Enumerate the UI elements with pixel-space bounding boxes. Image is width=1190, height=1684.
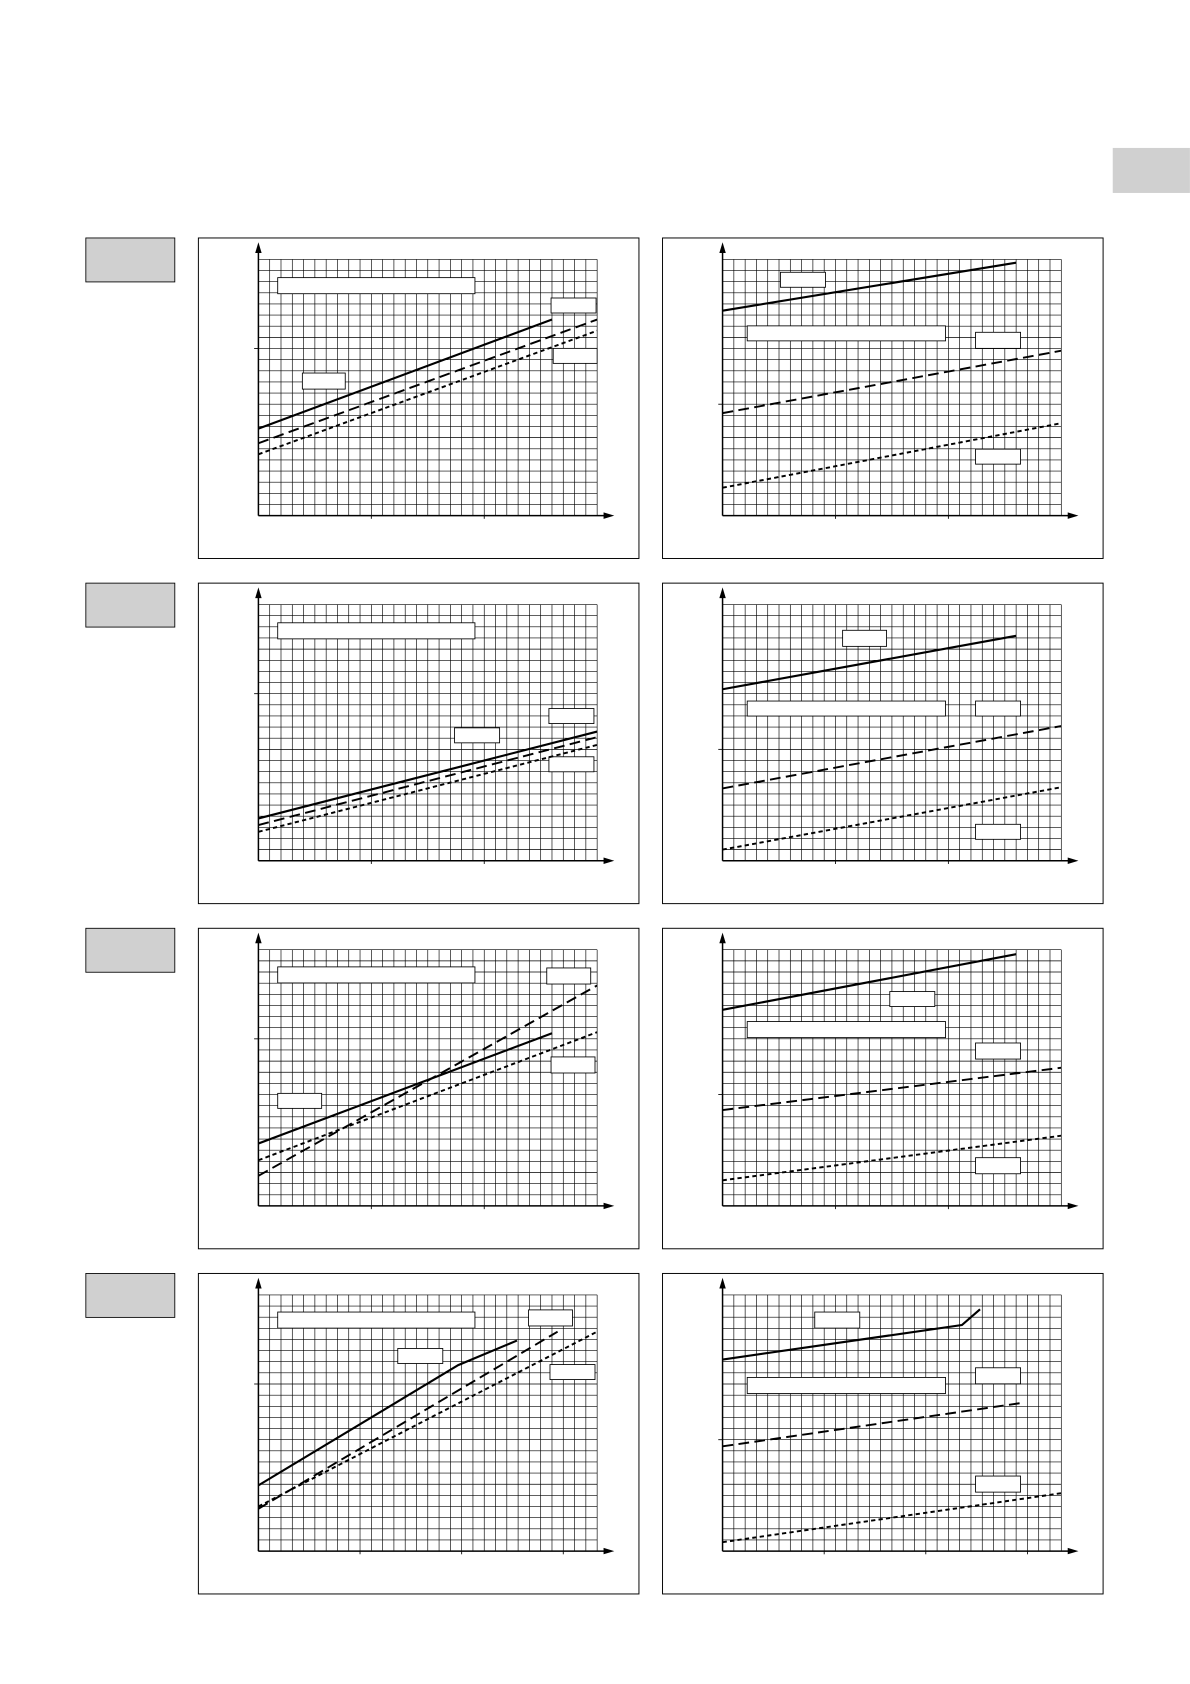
chart [662, 927, 1104, 1250]
x-arrow [1067, 1202, 1079, 1210]
side-tab [1112, 147, 1190, 193]
label-box [889, 991, 936, 1007]
series-line [722, 349, 1062, 415]
series-line [722, 634, 1017, 691]
label-box [277, 622, 476, 640]
y-arrow [719, 1277, 726, 1289]
label-box [550, 297, 597, 314]
chart-frame [662, 927, 1104, 1250]
series-line [258, 736, 598, 826]
chart [197, 927, 640, 1250]
series-line [722, 422, 1062, 489]
y-arrow [255, 242, 262, 253]
label-box [548, 708, 595, 724]
x-arrow [603, 857, 615, 864]
y-arrow [255, 1277, 262, 1289]
chart-frame [662, 237, 1104, 559]
label-box [975, 331, 1021, 349]
x-arrow [603, 1547, 615, 1555]
label-box [975, 1367, 1021, 1385]
x-arrow [603, 1202, 615, 1210]
label-box [975, 700, 1021, 717]
series-line [722, 725, 1062, 790]
chart [197, 1272, 640, 1595]
series-line [258, 1032, 553, 1145]
series-line [258, 1031, 598, 1162]
y-arrow [719, 242, 726, 253]
row-tag [85, 582, 176, 628]
label-box [552, 347, 598, 364]
label-box [528, 1309, 573, 1327]
label-box [277, 1311, 476, 1329]
series-line [722, 953, 1017, 1011]
y-arrow [719, 587, 726, 599]
chart [662, 582, 1104, 905]
label-box [842, 629, 887, 647]
series-line [722, 1401, 1022, 1448]
chart [662, 237, 1104, 559]
chart [197, 582, 640, 905]
label-box [277, 277, 476, 295]
series-line [257, 984, 598, 1177]
label-box [277, 966, 476, 984]
label-box [746, 700, 946, 717]
chart-frame [662, 1272, 1104, 1595]
label-box [746, 1021, 946, 1039]
series-line [258, 743, 598, 833]
series-line [258, 318, 598, 445]
x-arrow [1067, 512, 1079, 519]
label-box [746, 325, 946, 342]
y-arrow [255, 932, 262, 944]
y-arrow [255, 587, 262, 599]
label-box [975, 1475, 1021, 1493]
series-line [722, 261, 1017, 312]
series-line [257, 1339, 518, 1487]
series-line [722, 786, 1062, 851]
label-box [548, 756, 595, 773]
label-box [814, 1311, 861, 1329]
y-arrow [719, 932, 726, 944]
label-box [454, 727, 501, 744]
row-tag [85, 927, 176, 973]
row-tag [85, 237, 176, 283]
label-box [546, 967, 592, 985]
x-arrow [1067, 1547, 1079, 1555]
label-box [975, 1042, 1021, 1060]
series-line [722, 1308, 981, 1361]
label-box [277, 1092, 323, 1109]
label-box [780, 271, 826, 288]
series-line [722, 1492, 1062, 1544]
series-line [257, 1330, 598, 1508]
label-box [975, 448, 1021, 465]
label-box [397, 1348, 444, 1364]
row-tag [85, 1273, 176, 1318]
series-line [258, 318, 553, 430]
series-line [722, 1066, 1062, 1112]
series-line [257, 1330, 559, 1510]
label-box [301, 372, 346, 390]
x-arrow [603, 512, 615, 519]
label-box [975, 1157, 1021, 1175]
label-box [746, 1376, 946, 1394]
label-box [975, 823, 1021, 840]
x-arrow [1067, 857, 1079, 864]
label-box [550, 1056, 596, 1074]
chart [662, 1272, 1104, 1595]
series-line [258, 329, 598, 456]
chart [197, 237, 640, 559]
series-line [258, 730, 598, 820]
label-box [549, 1364, 596, 1381]
